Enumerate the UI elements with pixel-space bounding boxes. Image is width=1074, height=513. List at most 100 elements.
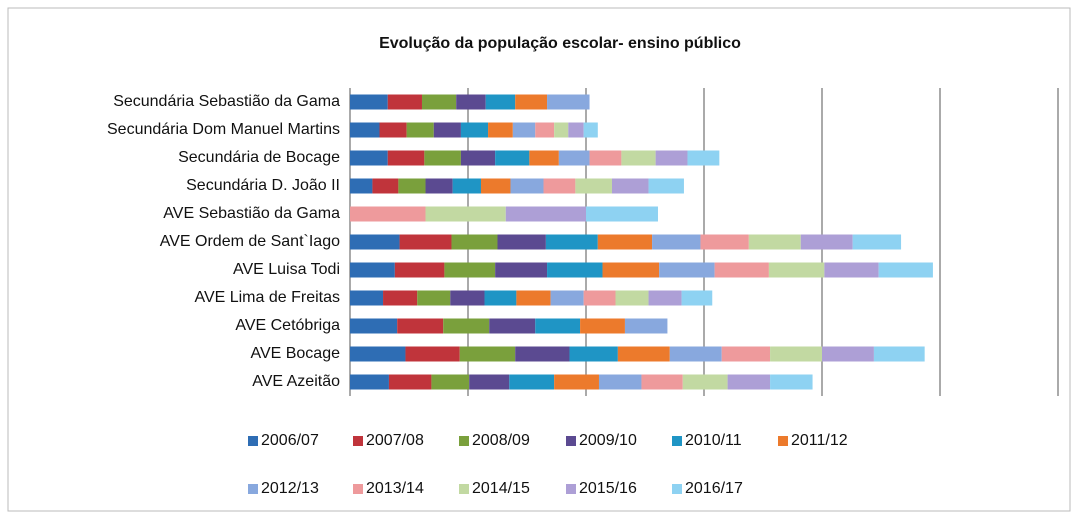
bar-segment [687, 150, 720, 166]
legend-label: 2011/12 [791, 432, 848, 449]
bar-segment [554, 374, 599, 390]
y-tick-label: AVE Sebastião da Gama [163, 205, 340, 222]
legend-label: 2010/11 [685, 432, 742, 449]
bar-segment [350, 374, 389, 390]
bar-segment [598, 374, 642, 390]
bar-segment [547, 262, 603, 278]
bar-segment [398, 178, 426, 194]
bar-segment [350, 206, 426, 222]
bar-segment [460, 150, 496, 166]
legend-label: 2008/09 [472, 432, 530, 449]
y-tick-label: Secundária D. João II [186, 177, 340, 194]
bar-segment [350, 178, 373, 194]
bar-segment [469, 374, 510, 390]
bar-segment [721, 346, 771, 362]
bar-segment [586, 206, 658, 222]
bar-segment [451, 234, 498, 250]
bar-segment [529, 150, 559, 166]
bar-segment [535, 318, 581, 334]
bar-segment [611, 178, 649, 194]
bar-segment [488, 122, 513, 138]
bar-segment [659, 262, 715, 278]
bar-segment [597, 234, 653, 250]
legend-label: 2006/07 [261, 432, 319, 449]
bar-segment [800, 234, 853, 250]
legend-label: 2016/17 [685, 480, 743, 497]
bar-segment [621, 150, 656, 166]
bar-segment [512, 122, 536, 138]
bar-segment [406, 122, 434, 138]
bar-segment [387, 94, 422, 110]
legend-swatch [566, 436, 576, 446]
bar-segment [575, 178, 612, 194]
y-tick-label: AVE Luisa Todi [233, 261, 340, 278]
bar-segment [443, 318, 490, 334]
bar-segment [543, 178, 576, 194]
bar-segment [372, 178, 399, 194]
bar-segment [350, 94, 388, 110]
bar-segment [387, 150, 425, 166]
bar-segment [397, 318, 444, 334]
bar-segment [489, 318, 536, 334]
bar-segment [682, 374, 728, 390]
bar-segment [515, 94, 548, 110]
bar-segment [433, 122, 461, 138]
bar-segment [456, 94, 486, 110]
legend-label: 2009/10 [579, 432, 637, 449]
y-tick-label: AVE Bocage [250, 345, 340, 362]
bar-segment [748, 234, 801, 250]
legend-swatch [459, 436, 469, 446]
bar-segment [515, 346, 570, 362]
bar-segment [425, 178, 453, 194]
legend-label: 2012/13 [261, 480, 319, 497]
bar-segment [480, 178, 511, 194]
y-tick-label: AVE Azeitão [252, 373, 340, 390]
chart-frame [7, 7, 1071, 512]
bar-segment [495, 150, 530, 166]
bar-segment [459, 346, 516, 362]
bar-segment [350, 150, 388, 166]
bar-segment [568, 122, 584, 138]
y-tick-label: AVE Cetóbriga [235, 317, 340, 334]
bar-segment [655, 150, 688, 166]
bar-segment [388, 374, 432, 390]
bar-segment [350, 346, 406, 362]
bar-segment [624, 318, 668, 334]
bar-segment [417, 290, 451, 306]
bar-segment [615, 290, 649, 306]
bar-segment [350, 262, 395, 278]
bar-segment [545, 234, 598, 250]
bar-segment [602, 262, 660, 278]
bar-segment [350, 290, 384, 306]
bar-segment [516, 290, 551, 306]
bar-segment [424, 150, 461, 166]
legend-swatch [672, 484, 682, 494]
legend-label: 2007/08 [366, 432, 424, 449]
bar-segment [700, 234, 749, 250]
y-tick-label: AVE Ordem de Sant`Iago [160, 233, 340, 250]
bar-segment [484, 290, 517, 306]
legend-swatch [353, 436, 363, 446]
bar-segment [554, 122, 569, 138]
legend-swatch [353, 484, 363, 494]
bar-segment [583, 290, 616, 306]
legend-swatch [248, 484, 258, 494]
bar-segment [350, 234, 400, 250]
bar-segment [495, 262, 548, 278]
legend-swatch [672, 436, 682, 446]
legend-swatch [778, 436, 788, 446]
bar-segment [727, 374, 771, 390]
bar-segment [444, 262, 496, 278]
legend-label: 2014/15 [472, 480, 530, 497]
bar-segment [399, 234, 452, 250]
bar-segment [550, 290, 584, 306]
bar-segment [431, 374, 470, 390]
y-tick-label: Secundária Dom Manuel Martins [107, 121, 340, 138]
bar-segment [770, 374, 813, 390]
bar-segment [583, 122, 598, 138]
chart-title: Evolução da população escolar- ensino pú… [379, 35, 741, 52]
bar-segment [714, 262, 769, 278]
bar-segment [394, 262, 445, 278]
bar-segment [770, 346, 822, 362]
bar-segment [383, 290, 418, 306]
